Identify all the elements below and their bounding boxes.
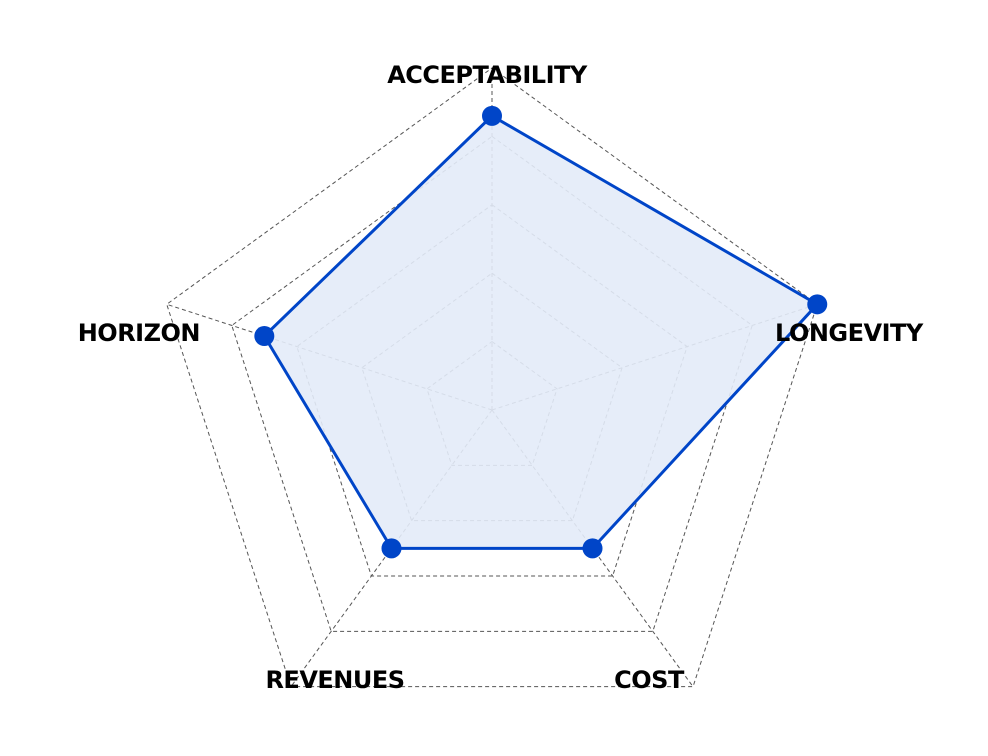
series-layer [254,105,828,559]
data-point-longevity [807,294,828,315]
data-point-horizon [254,326,275,347]
grid-ring-3 [296,204,688,577]
data-point-acceptability [482,105,502,126]
axis-label-horizon: HORIZON [78,319,200,347]
series-area-0 [262,114,819,550]
data-point-cost [582,538,603,559]
axis-label-revenues: REVENUES [265,666,404,694]
axis-label-longevity: LONGEVITY [775,319,924,347]
axis-label-cost: COST [614,666,685,694]
grid-ring-5 [166,67,818,688]
data-point-revenues [381,538,402,559]
axis-label-acceptability: ACCEPTABILITY [387,61,588,89]
label-layer: ACCEPTABILITY LONGEVITY COST REVENUES HO… [78,61,925,694]
